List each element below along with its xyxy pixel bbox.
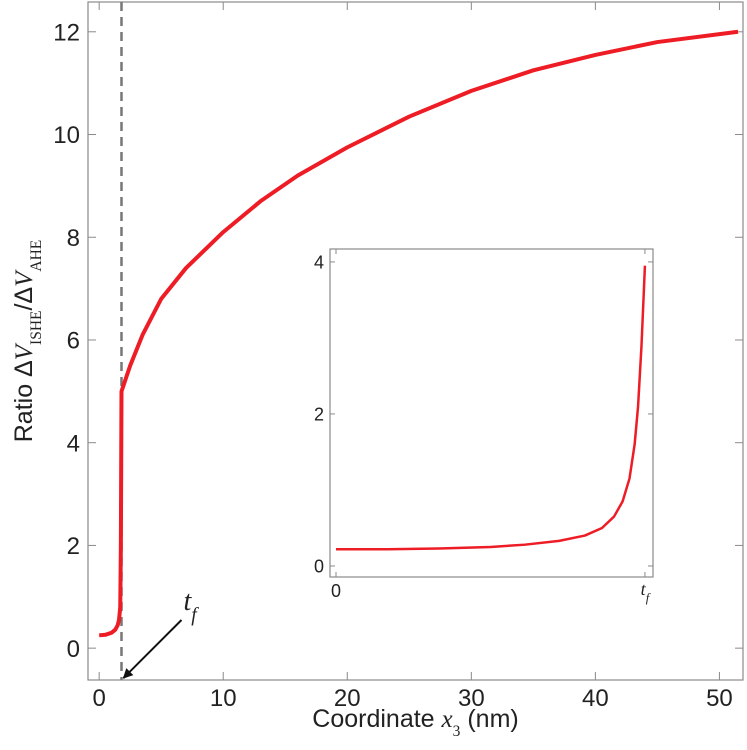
label-part: Coordinate: [312, 705, 441, 733]
label-part: V: [11, 269, 38, 287]
y-tick-label: 4: [314, 252, 324, 272]
x-tick-label: 20: [334, 685, 361, 712]
y-tick-label: 8: [67, 225, 80, 252]
x-tick-label: 30: [458, 685, 485, 712]
x-tick-label: 10: [210, 685, 237, 712]
y-tick-label: 0: [314, 556, 324, 576]
data-line: [336, 265, 647, 551]
annotation: tf: [183, 586, 199, 626]
label-part: f: [191, 605, 199, 626]
annotation-arrow: [122, 619, 183, 679]
y-tick-label: 4: [67, 430, 80, 457]
label-part: /Δ: [10, 287, 38, 311]
y-tick-label: 0: [67, 636, 80, 663]
label-part: f: [646, 591, 651, 605]
y-tick-label: 6: [67, 328, 80, 355]
label-part: ISHE: [28, 311, 45, 345]
label-part: 3: [453, 723, 461, 740]
label-part: x: [441, 706, 453, 733]
x-tick-label: 40: [582, 685, 609, 712]
y-tick-label: 2: [314, 404, 324, 424]
label-part: t: [641, 579, 647, 599]
label-part: AHE: [28, 240, 45, 272]
y-tick-label: 12: [53, 19, 80, 46]
label-part: V: [11, 342, 38, 360]
label-part: Ratio Δ: [10, 360, 38, 442]
y-tick-label: 10: [53, 122, 80, 149]
data-line: [98, 29, 739, 638]
label-part: (nm): [460, 705, 518, 733]
x-tick-label: 0: [92, 685, 105, 712]
x-axis-label: Coordinate x3 (nm): [312, 705, 518, 740]
y-axis-label: Ratio ΔVISHE/ΔVAHE: [10, 240, 45, 443]
x-tick-label: tf: [641, 579, 651, 605]
x-tick-label: 50: [706, 685, 733, 712]
y-tick-label: 2: [67, 533, 80, 560]
plot-frame: [329, 248, 654, 578]
x-tick-label: 0: [331, 581, 341, 601]
label-part: t: [183, 586, 192, 617]
